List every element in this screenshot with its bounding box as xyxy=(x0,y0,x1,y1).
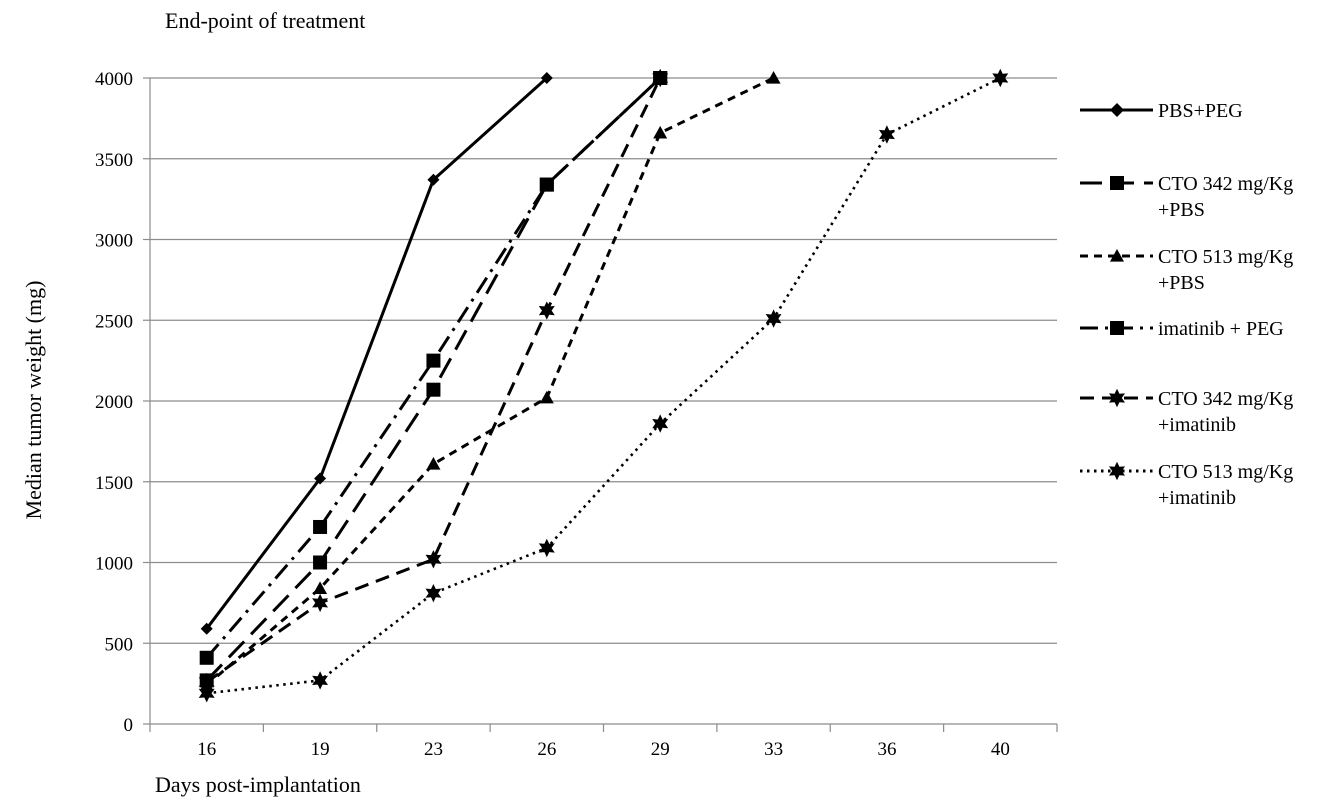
square-marker xyxy=(426,353,441,368)
legend-label: CTO 513 mg/Kg xyxy=(1158,246,1293,268)
triangle-marker xyxy=(313,581,328,594)
diamond-marker xyxy=(540,72,553,84)
star-marker xyxy=(652,68,669,88)
chart-title: End-point of treatment xyxy=(165,8,366,33)
legend-item: CTO 342 mg/Kg +imatinib xyxy=(1080,388,1293,436)
legend-item: CTO 342 mg/Kg +PBS xyxy=(1080,173,1293,221)
x-tick-label: 40 xyxy=(991,739,1010,760)
legend-label: +imatinib xyxy=(1158,414,1236,436)
legend-label: +imatinib xyxy=(1158,487,1236,509)
star-marker xyxy=(312,593,328,613)
y-tick-label: 4000 xyxy=(95,69,133,90)
axes: 0 500 1000 1500 2000 2500 3000 3500 4000 16 19 23 26… xyxy=(95,69,1058,760)
legend-item: CTO 513 mg/Kg +imatinib xyxy=(1080,461,1293,509)
square-marker xyxy=(313,519,328,534)
square-marker xyxy=(1110,176,1124,190)
legend: PBS+PEG CTO 342 mg/Kg +PBS CTO 513 mg/Kg +PB… xyxy=(1080,100,1293,509)
square-marker xyxy=(539,177,554,192)
legend-label: PBS+PEG xyxy=(1158,100,1243,122)
legend-label: +PBS xyxy=(1158,272,1205,294)
series-6 xyxy=(198,68,1009,703)
y-tick-label: 3000 xyxy=(95,231,133,252)
diamond-marker xyxy=(427,173,440,186)
x-tick-label: 19 xyxy=(311,739,330,760)
square-marker xyxy=(199,650,214,665)
star-marker xyxy=(879,125,895,144)
star-marker xyxy=(425,584,442,603)
star-marker xyxy=(312,671,328,690)
star-marker xyxy=(538,538,555,558)
legend-item: imatinib + PEG xyxy=(1080,318,1284,340)
y-tick-label: 2000 xyxy=(95,392,133,413)
star-marker xyxy=(198,672,215,692)
diamond-marker xyxy=(200,622,213,635)
series-4 xyxy=(199,71,668,665)
series-line xyxy=(206,76,1001,695)
x-tick-label: 26 xyxy=(537,739,556,760)
y-tick-label: 2500 xyxy=(95,311,133,332)
square-marker xyxy=(426,382,441,397)
y-tick-label: 1000 xyxy=(95,554,133,575)
legend-item: PBS+PEG xyxy=(1080,100,1243,122)
star-marker xyxy=(425,550,442,569)
triangle-marker xyxy=(653,125,668,139)
x-tick-label: 29 xyxy=(651,739,670,760)
y-tick-label: 1500 xyxy=(95,473,133,494)
triangle-marker xyxy=(1110,249,1124,262)
y-tick-label: 3500 xyxy=(95,150,133,171)
square-marker xyxy=(313,555,328,570)
legend-item: CTO 513 mg/Kg +PBS xyxy=(1080,246,1293,294)
triangle-marker xyxy=(766,71,781,84)
series-lines xyxy=(198,68,1009,703)
square-marker xyxy=(1110,321,1124,335)
gridlines xyxy=(150,77,1057,644)
star-marker xyxy=(198,684,215,703)
series-1 xyxy=(200,72,553,635)
x-axis-label: Days post-implantation xyxy=(155,772,361,797)
series-5 xyxy=(198,68,669,692)
star-marker xyxy=(1109,461,1125,481)
x-tick-label: 23 xyxy=(424,739,443,760)
triangle-marker xyxy=(539,390,554,404)
star-marker xyxy=(1109,388,1125,408)
series-line xyxy=(205,76,548,630)
diamond-marker xyxy=(1110,103,1124,117)
star-marker xyxy=(652,414,669,433)
legend-label: imatinib + PEG xyxy=(1158,318,1284,340)
star-marker xyxy=(992,68,1009,88)
legend-label: CTO 342 mg/Kg xyxy=(1158,388,1293,410)
series-line xyxy=(205,76,662,659)
y-tick-label: 500 xyxy=(105,634,134,655)
triangle-marker xyxy=(426,456,441,470)
diamond-marker xyxy=(314,472,327,485)
x-tick-label: 36 xyxy=(877,739,896,760)
star-marker xyxy=(538,301,555,320)
legend-label: +PBS xyxy=(1158,199,1205,221)
star-marker xyxy=(765,309,782,328)
series-line xyxy=(205,77,662,684)
legend-label: CTO 342 mg/Kg xyxy=(1158,173,1293,195)
x-tick-label: 33 xyxy=(764,739,783,760)
series-line xyxy=(205,76,775,687)
x-tick-label: 16 xyxy=(197,739,216,760)
y-tick-label: 0 xyxy=(124,715,134,736)
legend-label: CTO 513 mg/Kg xyxy=(1158,461,1293,483)
